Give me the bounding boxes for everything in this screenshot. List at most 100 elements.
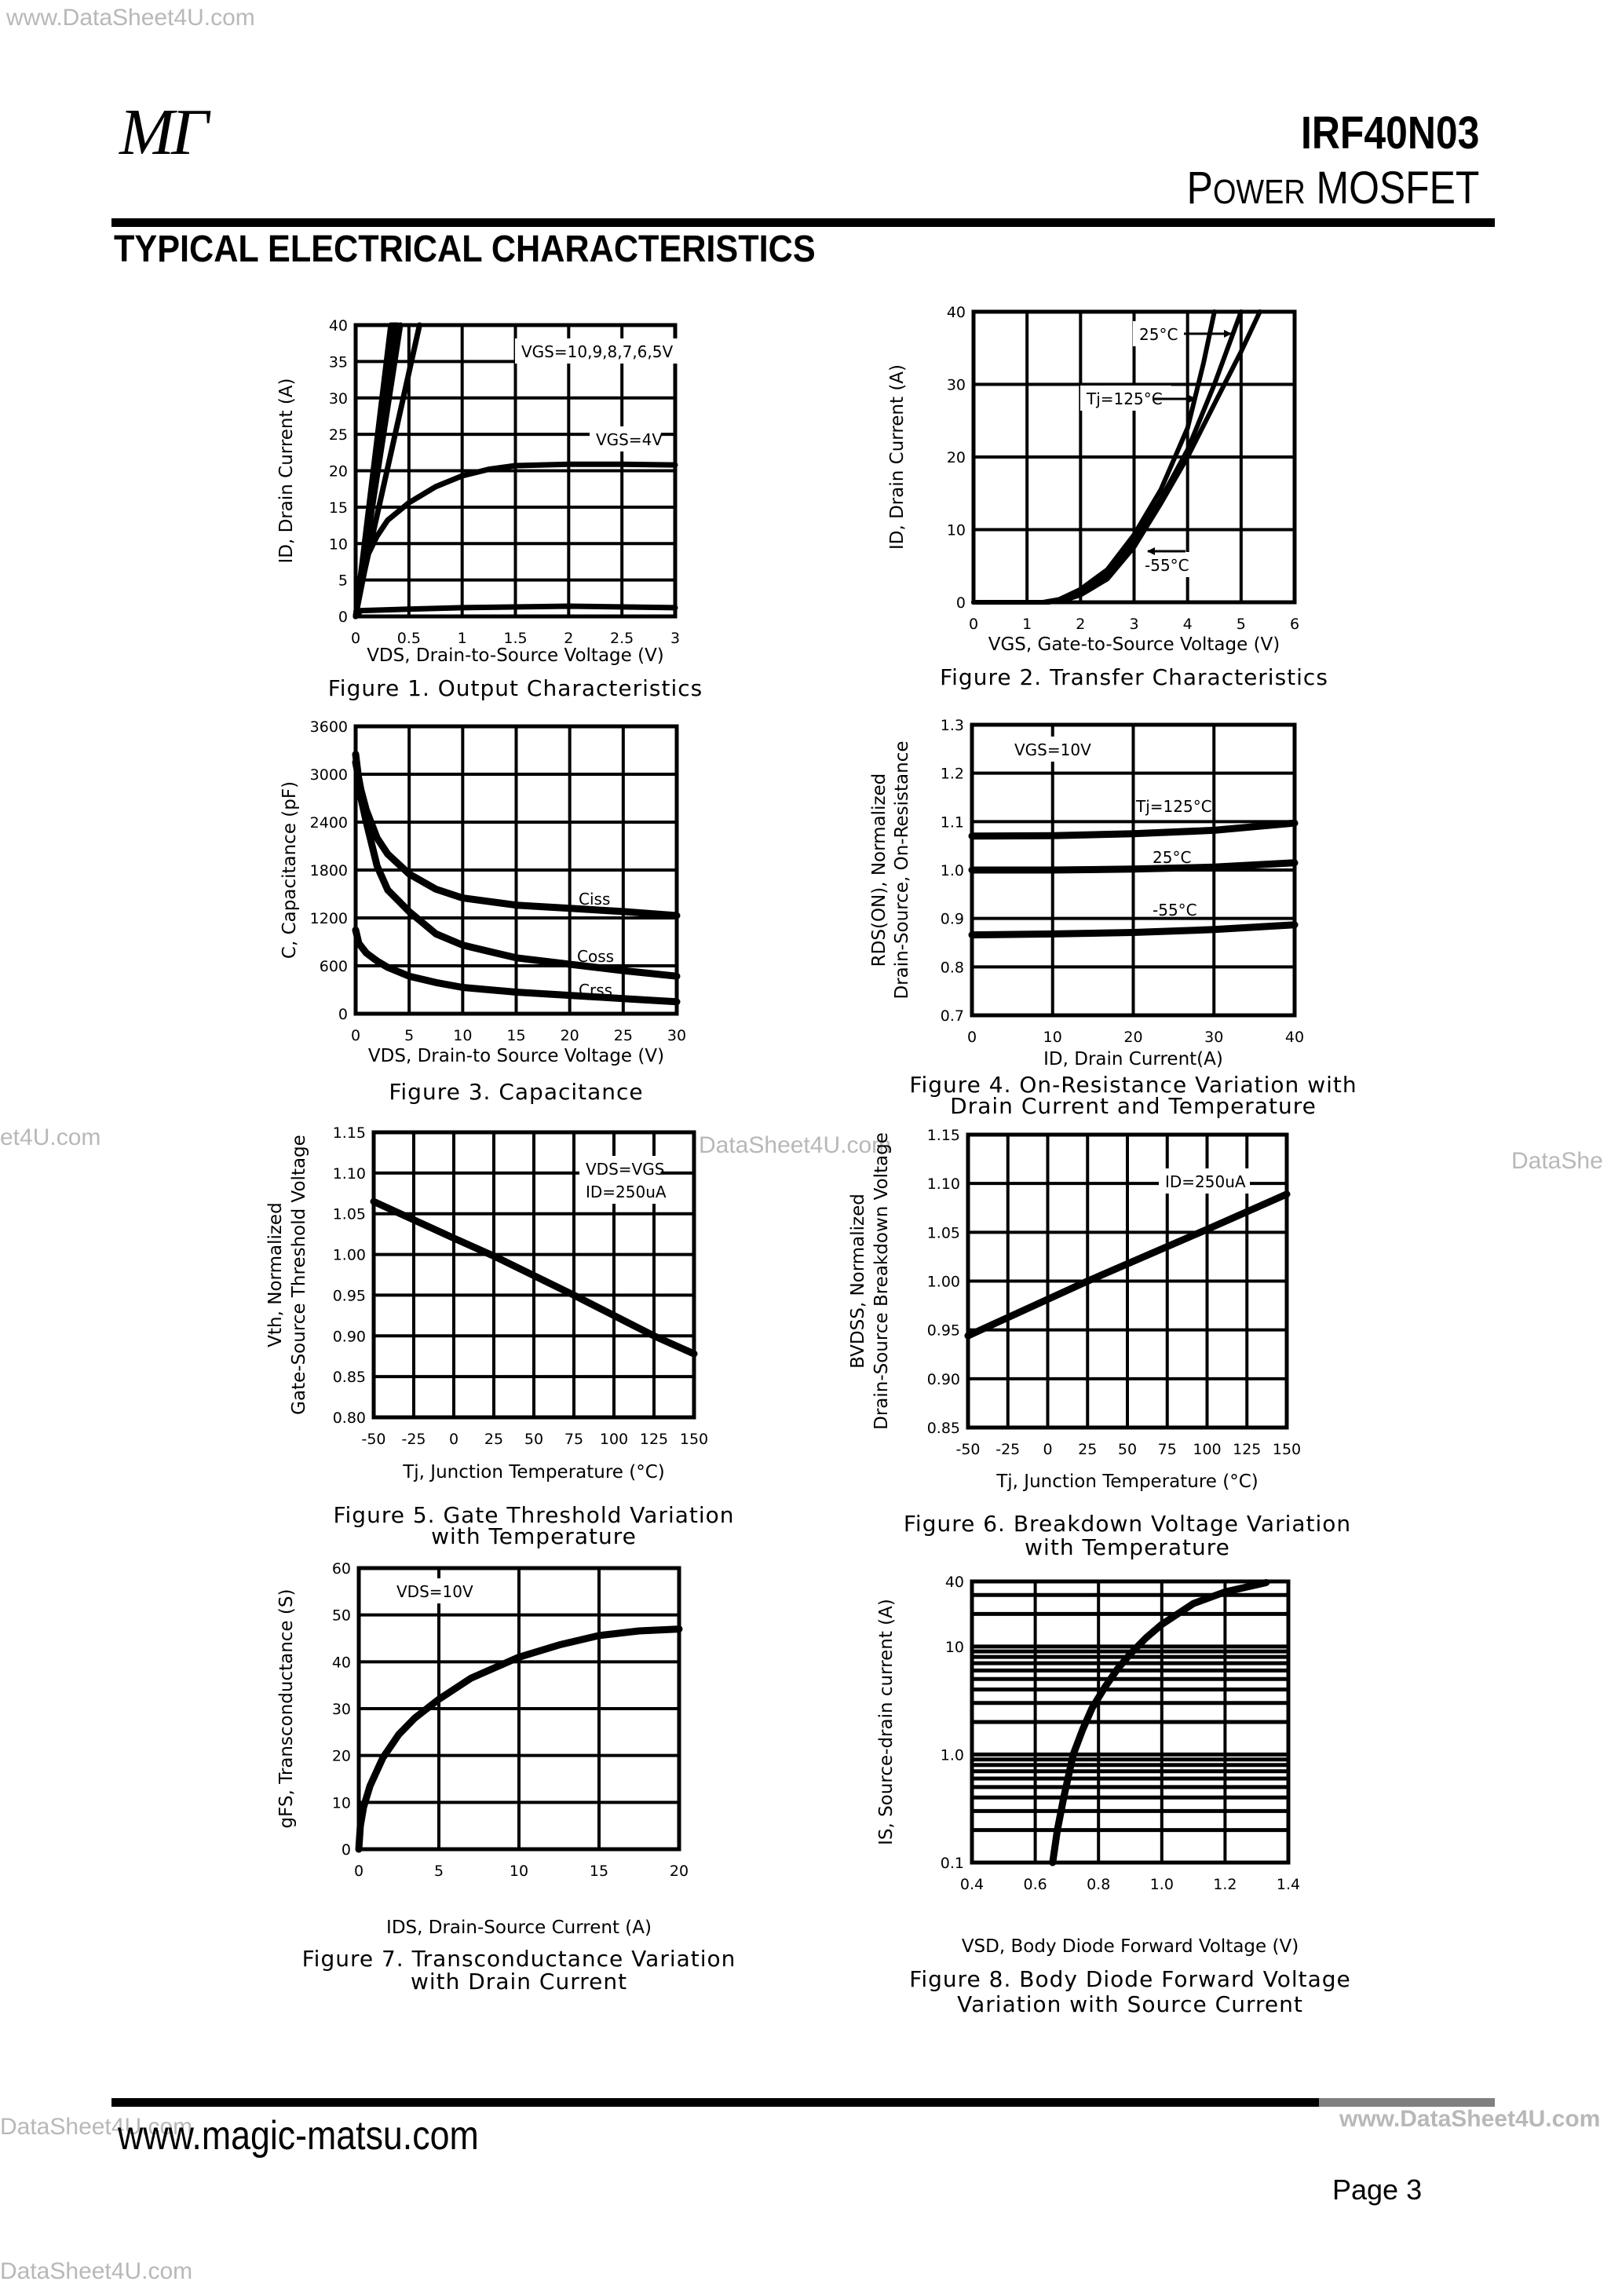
- x-tick-label: 25: [1078, 1441, 1097, 1458]
- plot-frame: [353, 724, 679, 1016]
- figure-caption: Figure 2. Transfer Characteristics: [940, 664, 1328, 690]
- watermark: et4U.com: [0, 1124, 101, 1150]
- x-tick-label: 20: [561, 1027, 579, 1044]
- y-tick-label: 1.00: [927, 1274, 960, 1291]
- annotation-label: VDS=VGS: [586, 1160, 664, 1179]
- series-curve: [352, 926, 681, 1006]
- y-tick-label: 0.85: [927, 1420, 960, 1437]
- y-tick-label: 0.1: [941, 1855, 964, 1872]
- x-tick-label: 10: [510, 1863, 528, 1880]
- x-tick-label: 2: [564, 630, 573, 647]
- x-axis-label: ID, Drain Current(A): [1043, 1049, 1223, 1069]
- x-tick-label: 125: [1233, 1441, 1261, 1458]
- y-tick-label: 40: [947, 304, 966, 321]
- y-axis-label: Vth, Normalized: [265, 1202, 286, 1347]
- annotation-background: [1159, 1168, 1250, 1194]
- y-tick-label: 0: [338, 1006, 348, 1023]
- annotation-label: ID=250uA: [586, 1183, 667, 1201]
- y-tick-label: 1.00: [333, 1247, 366, 1264]
- figure-caption: Figure 8. Body Diode Forward Voltage: [909, 1966, 1351, 1992]
- x-tick-label: 50: [1118, 1441, 1137, 1458]
- y-tick-label: 1.10: [333, 1165, 366, 1183]
- plot-frame: [970, 1579, 1291, 1865]
- figure-2: 0 1 2 3 4 5 6 0 10 20 30 40 VGS, Gate-to-Source Volt…: [887, 304, 1328, 690]
- x-tick-label: 15: [506, 1027, 525, 1044]
- x-axis-label: VDS, Drain-to Source Voltage (V): [368, 1046, 664, 1066]
- x-tick-label: 20: [670, 1863, 689, 1880]
- x-tick-label: 1.4: [1277, 1876, 1300, 1893]
- y-tick-label: 2400: [310, 814, 348, 832]
- annotation-background: [1008, 737, 1090, 762]
- annotation-label: Ciss: [579, 890, 610, 909]
- series-curve: [352, 751, 681, 980]
- header-rule: [111, 218, 1495, 227]
- y-axis-label: Drain-Source, On-Resistance: [892, 740, 912, 999]
- x-tick-label: 150: [680, 1431, 708, 1448]
- series-curve: [353, 461, 678, 620]
- footer-rule-gray: [1319, 2098, 1495, 2107]
- plot-frame: [966, 1132, 1289, 1430]
- series-curve: [353, 603, 678, 620]
- x-tick-label: -50: [361, 1431, 385, 1448]
- product-subtitle: POWER MOSFET: [1186, 162, 1479, 214]
- x-tick-label: -25: [995, 1441, 1020, 1458]
- y-tick-label: 30: [332, 1701, 351, 1718]
- annotation-background: [590, 426, 661, 452]
- series-curve: [968, 819, 1299, 840]
- footer-website-link[interactable]: www.magic-matsu.com: [118, 2113, 479, 2159]
- y-tick-label: 10: [945, 1639, 964, 1656]
- subtitle-initial: P: [1186, 163, 1213, 214]
- x-tick-label: -50: [955, 1441, 980, 1458]
- x-axis-label: Tj, Junction Temperature (°C): [402, 1462, 665, 1483]
- figure-caption: Figure 4. On-Resistance Variation with: [909, 1072, 1357, 1098]
- figure-caption: with Temperature: [431, 1523, 637, 1549]
- x-axis-label: VSD, Body Diode Forward Voltage (V): [962, 1936, 1299, 1957]
- y-tick-label: 40: [945, 1574, 964, 1591]
- annotation-label: -55°C: [1153, 901, 1197, 919]
- figure-8: 0.4 0.6 0.8 1.0 1.2 1.4 0.1 1.0 10 40 VSD, Body Di…: [876, 1574, 1351, 2017]
- y-tick-label: 1800: [310, 862, 348, 879]
- y-axis-label: RDS(ON), Normalized: [869, 773, 890, 967]
- y-tick-label: 35: [329, 353, 348, 371]
- figure-caption: Figure 3. Capacitance: [389, 1079, 643, 1105]
- y-axis-label: BVDSS, Normalized: [848, 1194, 868, 1369]
- y-tick-label: 600: [320, 958, 348, 975]
- annotation-label: Tj=125°C: [1086, 389, 1163, 408]
- x-tick-label: 3: [1129, 616, 1138, 633]
- y-tick-label: 1.0: [941, 862, 964, 879]
- section-title: TYPICAL ELECTRICAL CHARACTERISTICS: [114, 229, 816, 270]
- series-curve: [971, 309, 1262, 605]
- x-tick-label: 0.5: [397, 630, 421, 647]
- y-tick-label: 5: [338, 572, 348, 590]
- page-number: Page 3: [1332, 2174, 1423, 2206]
- footer-rule: [111, 2098, 1319, 2107]
- watermark: www.DataSheet4U.com: [6, 5, 255, 31]
- annotation-label: 25°C: [1139, 325, 1178, 344]
- x-tick-label: 100: [1193, 1441, 1221, 1458]
- figure-3: 0 5 10 15 20 25 30 0 600 1200 1800 2400 3000 3600 VDS,…: [279, 718, 686, 1105]
- figure-4: 0 10 20 30 40 0.7 0.8 0.9 1.0 1.1 1.2 1.3 ID, Drain …: [869, 717, 1357, 1119]
- x-tick-label: 30: [1204, 1029, 1223, 1046]
- x-tick-label: 0: [351, 1027, 360, 1044]
- x-tick-label: 0: [354, 1863, 363, 1880]
- y-tick-label: 0: [956, 594, 966, 612]
- subtitle-smallcaps: OWER: [1212, 173, 1306, 211]
- x-axis-label: VDS, Drain-to-Source Voltage (V): [367, 645, 664, 666]
- annotation-label: VDS=10V: [396, 1582, 473, 1601]
- y-tick-label: 1.05: [333, 1206, 366, 1223]
- annotation-label: Tj=125°C: [1135, 797, 1212, 816]
- plot-frame: [371, 1130, 696, 1420]
- y-axis-label: Drain-Source Breakdown Voltage: [871, 1132, 892, 1430]
- x-tick-label: 0: [1043, 1441, 1052, 1458]
- x-tick-label: 0: [351, 630, 360, 647]
- y-tick-label: 0.9: [941, 911, 964, 928]
- figure-caption: Figure 6. Breakdown Voltage Variation: [904, 1511, 1351, 1537]
- x-tick-label: 125: [640, 1431, 668, 1448]
- watermark: DataSheet4U.com: [0, 2114, 193, 2140]
- annotation-label: Coss: [577, 947, 614, 966]
- figure-caption: Figure 7. Transconductance Variation: [302, 1946, 736, 1972]
- x-tick-label: 75: [564, 1431, 583, 1448]
- y-tick-label: 1.3: [941, 717, 964, 734]
- figure-6: -50 -25 0 25 50 75 100 125 150 0.85 0.90 0.95 1.00 1.…: [848, 1127, 1351, 1560]
